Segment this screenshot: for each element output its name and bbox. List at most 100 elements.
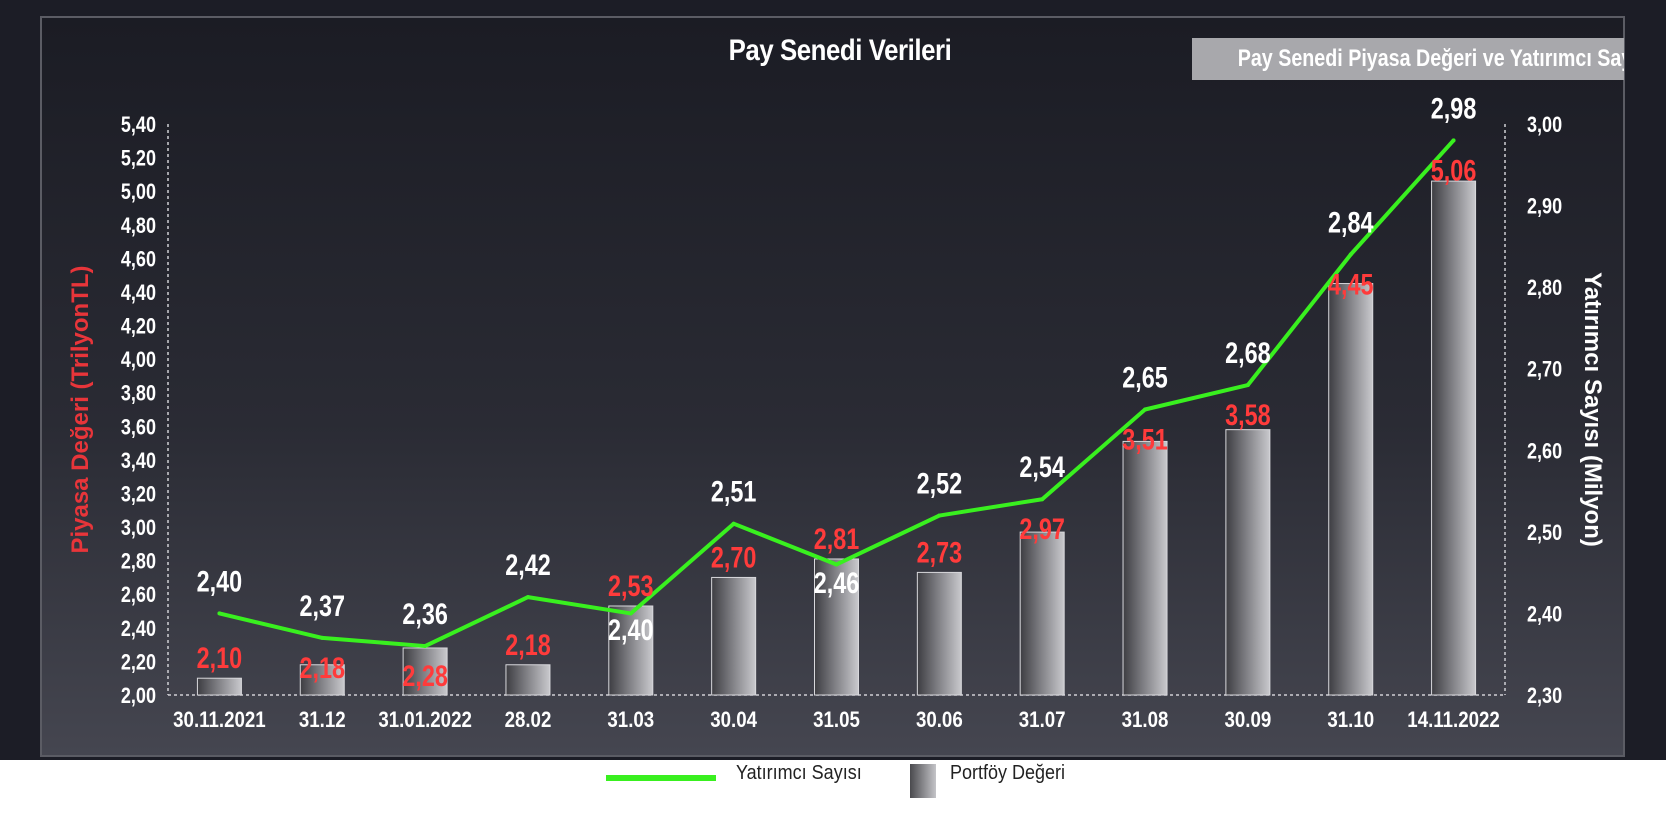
chart-badge-text: Pay Senedi Piyasa Değeri ve Yatırımcı Sa…	[1237, 45, 1624, 72]
line-value-label: 2,98	[1431, 92, 1477, 125]
bar-value-label: 3,51	[1122, 423, 1168, 456]
x-tick-label: 30.11.2021	[173, 709, 266, 733]
line-point	[320, 635, 325, 640]
line-value-label: 2,65	[1122, 361, 1168, 394]
y-tick-label-left: 4,40	[121, 281, 156, 305]
legend-bar-swatch	[910, 764, 936, 798]
line-value-label: 2,51	[711, 475, 757, 508]
x-tick-label: 28.02	[505, 709, 552, 733]
y-tick-label-left: 5,20	[121, 147, 156, 171]
line-value-label: 2,46	[814, 566, 860, 599]
y-tick-label-right: 2,80	[1527, 277, 1562, 301]
bar-value-label: 2,81	[814, 522, 860, 555]
line-value-label: 2,40	[608, 613, 654, 646]
line-value-label: 2,40	[197, 565, 243, 598]
bar	[1225, 429, 1271, 696]
y-tick-label-right: 2,40	[1527, 603, 1562, 627]
x-tick-label: 30.09	[1224, 709, 1271, 733]
y-tick-label-left: 3,40	[121, 449, 156, 473]
legend-line-label: Yatırımcı Sayısı	[736, 762, 862, 784]
bar	[505, 664, 551, 696]
y-tick-label-left: 3,20	[121, 483, 156, 507]
bar-value-label: 2,18	[300, 651, 346, 684]
line-value-label: 2,37	[300, 589, 346, 622]
y-tick-label-right: 2,30	[1527, 684, 1562, 708]
y-tick-label-right: 2,50	[1527, 521, 1562, 545]
bar-value-label: 4,45	[1328, 268, 1374, 301]
bar	[1328, 283, 1374, 696]
x-tick-label: 31.08	[1122, 709, 1169, 733]
line-point	[217, 611, 222, 616]
line-value-label: 2,36	[402, 597, 448, 630]
bar	[814, 558, 859, 696]
x-tick-label: 30.04	[710, 709, 757, 733]
line-point	[525, 595, 530, 600]
y-tick-label-left: 3,00	[121, 516, 156, 540]
line-point	[1245, 383, 1250, 388]
y-tick-label-left: 2,20	[121, 651, 156, 675]
line-point	[731, 521, 736, 526]
chart-title: Pay Senedi Verileri	[728, 34, 952, 67]
bar	[196, 677, 242, 696]
y-axis-title-left: Piyasa Değeri (TrilyonTL)	[67, 265, 94, 553]
bar	[1019, 531, 1065, 696]
line-value-label: 2,68	[1225, 336, 1271, 369]
y-tick-label-right: 2,60	[1527, 440, 1562, 464]
legend-line-swatch	[606, 775, 716, 781]
line-point	[423, 644, 428, 649]
x-tick-label: 30.06	[916, 709, 963, 733]
line-value-label: 2,52	[917, 467, 963, 500]
line-value-label: 2,54	[1019, 450, 1065, 483]
x-tick-label: 31.07	[1019, 709, 1066, 733]
bar	[1431, 180, 1477, 696]
x-tick-label: 31.01.2022	[378, 709, 472, 733]
x-tick-label: 14.11.2022	[1407, 709, 1500, 733]
bar-value-label: 2,18	[505, 628, 551, 661]
x-tick-label: 31.05	[813, 709, 860, 733]
x-tick-label: 31.03	[607, 709, 654, 733]
y-tick-label-left: 5,40	[121, 113, 156, 137]
bar-value-label: 2,73	[917, 536, 963, 569]
y-tick-label-left: 2,00	[121, 684, 156, 708]
line-point	[834, 562, 839, 567]
y-tick-label-left: 2,60	[121, 584, 156, 608]
bar-value-label: 2,10	[197, 641, 243, 674]
y-tick-label-right: 3,00	[1527, 113, 1562, 137]
y-tick-label-right: 2,70	[1527, 358, 1562, 382]
line-point	[1040, 497, 1045, 502]
x-tick-label: 31.12	[299, 709, 346, 733]
x-tick-label: 31.10	[1327, 709, 1374, 733]
legend-bar-label: Portföy Değeri	[950, 762, 1066, 784]
bar	[608, 605, 654, 696]
bar-value-label: 2,53	[608, 569, 654, 602]
y-tick-label-left: 3,60	[121, 416, 156, 440]
bar-value-label: 3,58	[1225, 398, 1271, 431]
legend	[0, 760, 1666, 816]
line-point	[1348, 252, 1353, 257]
y-axis-title-right: Yatırımcı Sayısı (Milyon)	[1579, 272, 1606, 547]
line-point	[937, 513, 942, 518]
line-point	[628, 611, 633, 616]
y-tick-label-left: 2,40	[121, 617, 156, 641]
bar-value-label: 2,28	[402, 659, 448, 692]
y-tick-label-left: 2,80	[121, 550, 156, 574]
y-tick-label-left: 4,00	[121, 349, 156, 373]
y-tick-label-left: 4,20	[121, 315, 156, 339]
bar-value-label: 5,06	[1431, 154, 1477, 187]
line-point	[1143, 407, 1148, 412]
y-tick-label-right: 2,90	[1527, 195, 1562, 219]
y-tick-label-left: 4,60	[121, 248, 156, 272]
line-point	[1451, 138, 1456, 143]
line-value-label: 2,84	[1328, 206, 1374, 239]
bar	[711, 576, 757, 696]
bar-value-label: 2,97	[1019, 512, 1065, 545]
bar	[299, 664, 345, 696]
bar	[916, 571, 962, 696]
chart-badge: Pay Senedi Piyasa Değeri ve Yatırımcı Sa…	[1192, 38, 1624, 80]
y-tick-label-left: 4,80	[121, 214, 156, 238]
line-value-label: 2,42	[505, 548, 551, 581]
y-tick-label-left: 3,80	[121, 382, 156, 406]
y-tick-label-left: 5,00	[121, 181, 156, 205]
bar-value-label: 2,70	[711, 541, 757, 574]
